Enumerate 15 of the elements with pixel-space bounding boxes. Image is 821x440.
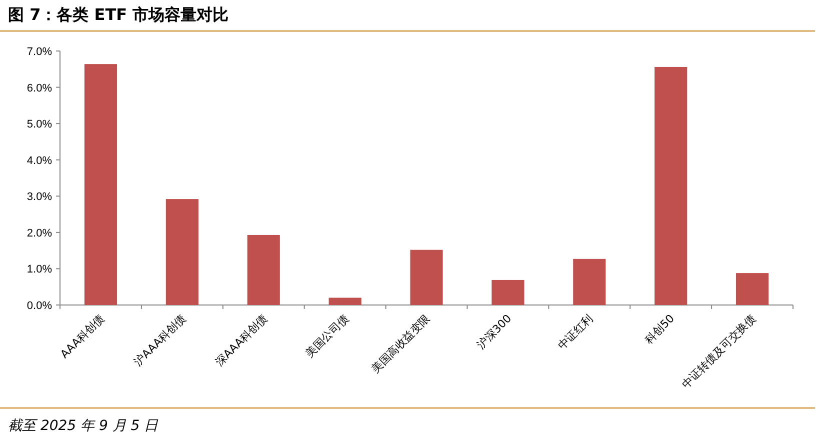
y-tick-label: 7.0% (26, 46, 52, 58)
y-tick-label: 1.0% (26, 264, 52, 276)
x-tick-label: 科创50 (642, 312, 677, 347)
x-tick-label: 中证红利 (555, 312, 596, 352)
x-tick-label: 中证转债及可交换债 (679, 312, 758, 392)
y-tick-label: 6.0% (26, 82, 52, 94)
y-tick-label: 2.0% (26, 227, 52, 240)
y-tick-label: 4.0% (26, 154, 52, 167)
x-tick-label: 美国公司债 (303, 312, 352, 360)
title: 图 7：各类 ETF 市场容量对比 (8, 5, 229, 24)
y-tick-label: 5.0% (26, 118, 52, 131)
text: 截至 2025 年 9 月 5 日 (8, 418, 160, 434)
y-tick-label: 0.0% (26, 300, 52, 312)
y-tick-label: 3.0% (26, 191, 52, 204)
x-tick-label: 美国高收益变限 (368, 312, 433, 376)
